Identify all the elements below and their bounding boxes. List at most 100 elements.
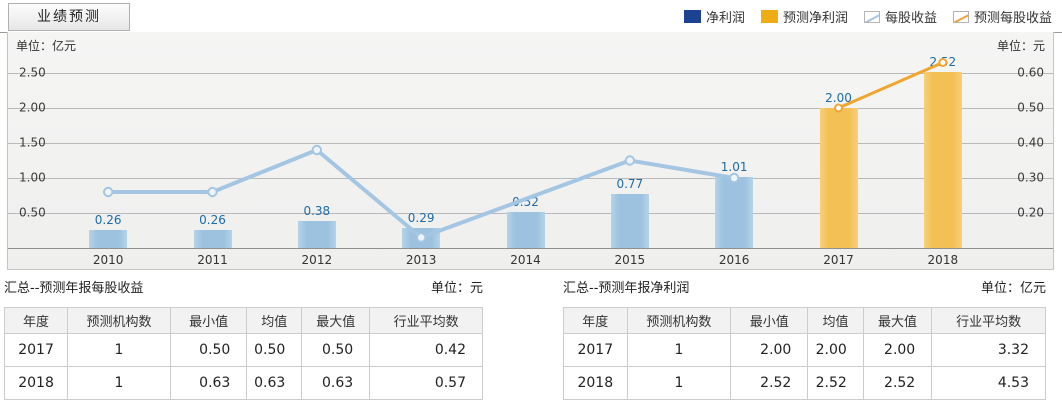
legend-label: 预测净利润 [782, 11, 848, 26]
table-cell: 0.42 [369, 333, 483, 367]
left-axis-tick: 2.50 [19, 65, 46, 80]
legend-label: 预测每股收益 [973, 11, 1052, 26]
column-header: 最大值 [301, 307, 371, 334]
legend-item-net-profit[interactable]: 净利润 [683, 7, 745, 26]
x-axis-label: 2014 [510, 253, 541, 267]
gridline [8, 73, 1053, 74]
left-axis-tick: 1.50 [19, 135, 46, 150]
table-cell: 2.00 [807, 333, 864, 367]
x-axis-label: 2017 [823, 253, 854, 267]
bar-net-profit [193, 230, 232, 248]
bar-value-label: 0.26 [94, 213, 122, 227]
forecast-net-profit-swatch-icon [760, 10, 778, 23]
marker-eps [624, 155, 636, 166]
x-axis-label: 2015 [614, 253, 646, 267]
chart-legend: 净利润 预测净利润 每股收益 预测每股收益 [683, 7, 1052, 26]
bar-forecast-net-profit [819, 108, 858, 248]
column-header: 预测机构数 [67, 307, 171, 334]
bar-value-label: 0.77 [616, 177, 644, 191]
bar-value-label: 1.01 [720, 160, 748, 174]
table-cell: 0.50 [301, 333, 371, 367]
eps-summary-unit: 单位：元 [430, 281, 483, 296]
table-header-row: 年度 预测机构数 最小值 均值 最大值 行业平均数 [563, 307, 1046, 334]
left-axis-unit-label: 单位：亿元 [16, 39, 77, 53]
table-row: 2018 1 0.63 0.63 0.63 0.57 [3, 366, 483, 400]
bar-net-profit [89, 230, 128, 248]
net-profit-forecast-table: 年度 预测机构数 最小值 均值 最大值 行业平均数 2017 1 2.00 2.00 2.00 3.3… [563, 307, 1046, 400]
right-axis-tick: 0.30 [1017, 170, 1044, 185]
gridline [8, 143, 1053, 144]
topbar: 业绩预测 净利润 预测净利润 每股收益 预测每股收益 [0, 0, 1062, 32]
table-cell: 4.53 [931, 366, 1046, 400]
net-profit-summary-unit: 单位：亿元 [980, 281, 1046, 296]
right-axis-unit-label: 单位：元 [996, 39, 1045, 53]
line-forecast-eps [837, 61, 944, 110]
column-header: 最大值 [862, 307, 933, 334]
net-profit-summary-header: 汇总--预测年报净利润 单位：亿元 [563, 277, 1046, 296]
legend-item-forecast-eps[interactable]: 预测每股收益 [952, 7, 1052, 26]
marker-eps [311, 144, 323, 156]
x-axis-label: 2010 [92, 253, 124, 267]
table-cell: 2.00 [862, 333, 933, 367]
bar-value-label: 0.38 [303, 204, 331, 218]
x-axis-label: 2013 [405, 253, 437, 267]
x-axis-label: 2011 [197, 253, 228, 267]
tab-performance-forecast[interactable]: 业绩预测 [8, 3, 130, 31]
legend-item-eps[interactable]: 每股收益 [863, 7, 937, 26]
column-header: 最小值 [730, 307, 809, 334]
table-cell: 0.50 [246, 333, 303, 367]
column-header: 均值 [246, 307, 303, 334]
column-header: 行业平均数 [931, 307, 1046, 334]
table-cell: 2018 [3, 366, 69, 400]
line-eps [108, 148, 735, 240]
eps-summary-title: 汇总--预测年报每股收益 [4, 281, 144, 296]
table-cell: 3.32 [931, 333, 1046, 367]
column-header: 年度 [563, 307, 628, 334]
net-profit-summary-title: 汇总--预测年报净利润 [563, 281, 690, 296]
x-axis-line [8, 248, 1053, 249]
table-row: 2017 1 0.50 0.50 0.50 0.42 [3, 333, 483, 367]
bar-value-label: 0.29 [407, 211, 435, 225]
table-cell: 0.63 [246, 366, 303, 400]
table-cell: 0.57 [369, 366, 483, 400]
x-axis-label: 2018 [927, 253, 959, 267]
bar-net-profit [297, 221, 336, 248]
table-cell: 1 [67, 366, 171, 400]
marker-eps [415, 232, 427, 243]
legend-label: 净利润 [705, 11, 745, 26]
table-header-row: 年度 预测机构数 最小值 均值 最大值 行业平均数 [3, 307, 483, 334]
table-cell: 0.63 [169, 366, 248, 400]
marker-eps [102, 186, 114, 198]
marker-eps [728, 172, 740, 184]
forecast-eps-line-swatch-icon [952, 10, 969, 23]
bar-net-profit [610, 194, 649, 248]
eps-line-swatch-icon [863, 10, 880, 23]
table-cell: 0.63 [301, 366, 371, 400]
column-header: 年度 [3, 307, 69, 334]
table-cell: 2.52 [807, 366, 864, 400]
table-cell: 2.00 [730, 333, 809, 367]
table-row: 2018 1 2.52 2.52 2.52 4.53 [563, 366, 1046, 400]
net-profit-swatch-icon [683, 10, 701, 23]
right-axis-tick: 0.40 [1017, 135, 1044, 150]
column-header: 最小值 [169, 307, 248, 334]
eps-summary-header: 汇总--预测年报每股收益 单位：元 [4, 277, 483, 296]
right-axis-tick: 0.60 [1017, 65, 1044, 80]
eps-forecast-table: 年度 预测机构数 最小值 均值 最大值 行业平均数 2017 1 0.50 0.50 0.50 0.4… [3, 307, 483, 400]
table-row: 2017 1 2.00 2.00 2.00 3.32 [563, 333, 1046, 367]
left-axis-tick: 0.50 [19, 205, 46, 220]
table-cell: 2018 [563, 366, 628, 400]
table-cell: 0.50 [169, 333, 248, 367]
table-cell: 2017 [563, 333, 628, 367]
table-cell: 2.52 [862, 366, 933, 400]
table-cell: 2017 [3, 333, 69, 367]
table-cell: 1 [626, 333, 732, 367]
legend-item-forecast-net-profit[interactable]: 预测净利润 [760, 7, 848, 26]
table-cell: 2.52 [730, 366, 809, 400]
column-header: 预测机构数 [626, 307, 732, 334]
column-header: 均值 [807, 307, 864, 334]
right-axis-tick: 0.50 [1017, 100, 1044, 115]
left-axis-tick: 2.00 [19, 100, 46, 115]
line-layer [102, 58, 948, 243]
